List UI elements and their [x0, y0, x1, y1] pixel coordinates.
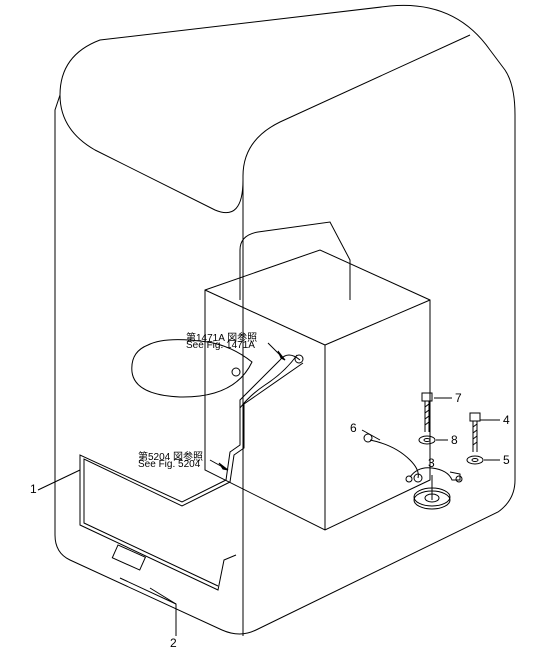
- callout-4: 4: [503, 413, 510, 427]
- bolt-4: [470, 413, 480, 452]
- callout-1: 1: [30, 482, 37, 496]
- callout-3: 3: [428, 456, 435, 470]
- callout-2: 2: [170, 636, 177, 650]
- ref-1471a-en: See Fig. 1471A: [186, 340, 255, 351]
- callout-7: 7: [455, 391, 462, 405]
- callout-5: 5: [503, 453, 510, 467]
- callout-6: 6: [350, 421, 357, 435]
- diagram-root: [0, 0, 559, 660]
- inner-console: [132, 222, 430, 530]
- callout-8: 8: [451, 433, 458, 447]
- hardware-cluster: [364, 393, 483, 509]
- harness: [80, 355, 303, 590]
- ref-5204-en: See Fig. 5204: [138, 459, 200, 470]
